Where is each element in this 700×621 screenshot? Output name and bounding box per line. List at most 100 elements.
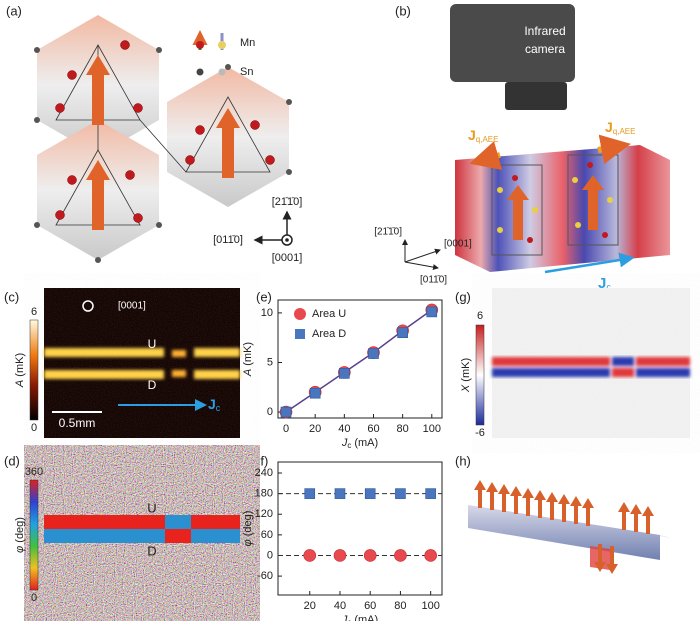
marker	[368, 348, 379, 359]
symbol: J	[341, 614, 348, 621]
legend-label: Area D	[312, 328, 346, 340]
plot-frame	[277, 299, 443, 419]
colorbar-label: X (mK)	[460, 358, 472, 393]
marker	[397, 327, 408, 339]
area-label: D	[147, 543, 156, 558]
marker	[363, 549, 377, 562]
panel-label: (h)	[455, 453, 471, 468]
subscript: q,AEE	[613, 127, 636, 136]
scale-label: 0.5mm	[59, 416, 96, 430]
marker	[334, 488, 346, 499]
x-tick-label: 80	[394, 600, 406, 612]
marker	[339, 368, 350, 379]
panel-label: (b)	[395, 3, 411, 18]
unit: (deg)	[242, 511, 254, 537]
plot-frame	[277, 461, 443, 596]
y-tick-label: -60	[257, 570, 273, 582]
colorbar-label: A (mK)	[14, 353, 26, 388]
y-tick-label: 60	[261, 529, 273, 541]
y-axis-label: A (mK)	[242, 342, 254, 377]
chart: -60 0 60 120 180 240 20 40 60 80 100 Jc(mA) φ (deg)	[242, 461, 443, 621]
area-label: U	[147, 500, 156, 515]
colorbar-tick: 6	[31, 306, 37, 318]
symbol: J	[605, 119, 613, 135]
camera-illustration: Infrared camera Jq,AEE Jq,AEE [21̄1̄0] […	[374, 4, 670, 292]
marker	[364, 488, 376, 499]
x-tick-label: 100	[423, 423, 441, 435]
x-tick-label: 60	[364, 600, 376, 612]
x-tick-label: 20	[304, 600, 316, 612]
y-tick-label: 180	[255, 488, 273, 500]
axis-label: [0001]	[444, 239, 472, 250]
symbol: J	[468, 127, 476, 143]
panel-label: (f)	[256, 453, 268, 468]
panel-label: (a)	[6, 3, 22, 18]
y-tick-label: 5	[267, 356, 273, 368]
symbol: A	[14, 380, 26, 388]
unit: (mK)	[460, 358, 472, 382]
legend-label: Sn	[240, 66, 253, 78]
marker	[303, 549, 317, 562]
y-tick-label: 0	[267, 406, 273, 418]
marker	[309, 387, 321, 399]
symbol: J	[598, 275, 606, 292]
current-label: Jc	[598, 275, 611, 292]
colorbar-tick: 6	[477, 310, 483, 322]
x-tick-label: 100	[421, 600, 439, 612]
marker	[425, 488, 436, 499]
axis-label: [011̄0]	[213, 234, 243, 246]
marker	[333, 549, 347, 562]
amplitude-image: [0001] U D 0.5mm Jc 6 0 A (mK)	[14, 288, 240, 438]
panel-label: (c)	[4, 289, 19, 304]
colorbar-tick: 360	[25, 466, 43, 478]
spin-illustration	[468, 480, 672, 574]
y-tick-label: 240	[255, 467, 273, 479]
axis-label: [21̄1̄0]	[272, 196, 303, 208]
legend-label: Area U	[312, 308, 346, 320]
panel-label: (e)	[256, 289, 272, 304]
legend-marker	[295, 329, 305, 339]
current-label: Jc	[208, 396, 221, 414]
unit: (deg)	[14, 517, 26, 543]
fit-line	[285, 309, 433, 413]
x-axis-label: Jc(mA)	[341, 437, 378, 450]
heat-flux-label: Jq,AEE	[468, 127, 498, 144]
marker	[424, 549, 437, 562]
legend-label: Mn	[240, 37, 255, 49]
marker	[426, 306, 438, 318]
axis-label: [011̄0]	[420, 275, 447, 286]
area-label: D	[148, 378, 157, 392]
unit: (mA)	[354, 614, 378, 621]
x-tick-label: 40	[334, 600, 346, 612]
unit: (mK)	[242, 342, 254, 366]
x-tick-label: 60	[367, 423, 379, 435]
lattice-illustration: Mn Sn [21̄1̄0] [011̄0] [0001]	[34, 15, 302, 264]
marker	[394, 549, 407, 562]
symbol: J	[341, 437, 348, 449]
colorbar-tick: 0	[31, 422, 37, 434]
symbol: A	[242, 369, 254, 377]
panel-label: (g)	[455, 289, 471, 304]
area-label: U	[148, 337, 157, 351]
unit: (mK)	[14, 353, 26, 377]
marker	[304, 488, 316, 499]
marker	[395, 488, 406, 499]
x-tick-label: 40	[338, 423, 350, 435]
legend-marker	[294, 308, 306, 320]
subscript: c	[216, 403, 221, 413]
x-image: 6 -6 X (mK)	[460, 288, 690, 439]
phase-image: 360 0 φ (deg) U D	[14, 460, 240, 610]
y-tick-label: 0	[267, 549, 273, 561]
unit: (mA)	[354, 437, 378, 449]
y-axis-label: φ (deg)	[242, 511, 254, 547]
camera-label: camera	[525, 42, 565, 56]
x-tick-label: 0	[283, 423, 289, 435]
marker	[280, 406, 292, 418]
x-tick-label: 80	[397, 423, 409, 435]
colorbar-label: φ (deg)	[14, 517, 26, 553]
axis-label: [0001]	[272, 252, 303, 264]
heat-flux-label: Jq,AEE	[605, 119, 635, 136]
symbol: J	[208, 396, 216, 412]
